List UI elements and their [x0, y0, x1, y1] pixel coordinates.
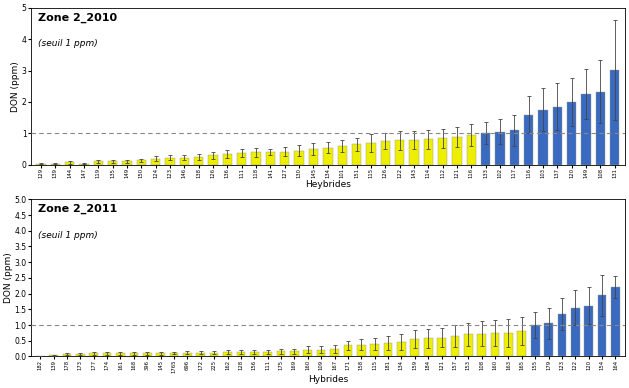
Bar: [266, 152, 275, 165]
Bar: [491, 333, 499, 357]
Bar: [370, 344, 379, 357]
Bar: [524, 114, 533, 165]
Bar: [611, 287, 620, 357]
Bar: [538, 110, 548, 165]
Bar: [194, 157, 203, 165]
Text: Zone 2_2010: Zone 2_2010: [38, 12, 117, 23]
Bar: [280, 152, 289, 165]
Bar: [116, 353, 125, 357]
Bar: [170, 353, 179, 357]
Bar: [65, 162, 74, 165]
Bar: [423, 139, 433, 165]
Bar: [136, 160, 146, 165]
Bar: [250, 352, 259, 357]
Bar: [558, 314, 566, 357]
Bar: [366, 143, 376, 165]
Bar: [208, 156, 218, 165]
Bar: [277, 352, 286, 357]
Bar: [610, 70, 620, 165]
Bar: [330, 349, 339, 357]
Bar: [518, 331, 526, 357]
Bar: [63, 354, 71, 357]
Bar: [357, 345, 365, 357]
Bar: [252, 152, 261, 165]
Bar: [464, 334, 472, 357]
Bar: [94, 161, 103, 165]
Bar: [79, 164, 89, 165]
Text: (seuil 1 ppm): (seuil 1 ppm): [38, 231, 97, 240]
Bar: [467, 135, 476, 165]
Bar: [395, 140, 404, 165]
Bar: [294, 151, 304, 165]
Bar: [567, 102, 576, 165]
Bar: [49, 355, 58, 357]
Bar: [223, 154, 232, 165]
Bar: [531, 325, 540, 357]
Bar: [477, 334, 486, 357]
Bar: [76, 353, 85, 357]
Bar: [50, 164, 60, 165]
Bar: [237, 153, 247, 165]
Bar: [237, 352, 245, 357]
Bar: [338, 146, 347, 165]
Bar: [309, 149, 318, 165]
Bar: [352, 144, 361, 165]
Bar: [317, 350, 325, 357]
Bar: [397, 342, 406, 357]
Bar: [165, 158, 175, 165]
Bar: [323, 147, 333, 165]
Y-axis label: DON (ppm): DON (ppm): [11, 61, 20, 112]
Bar: [544, 324, 553, 357]
Bar: [210, 353, 218, 357]
Bar: [108, 161, 117, 165]
Bar: [481, 133, 491, 165]
Bar: [36, 356, 45, 357]
Bar: [450, 336, 459, 357]
Bar: [424, 338, 433, 357]
X-axis label: Hybrides: Hybrides: [308, 375, 348, 384]
Bar: [571, 308, 580, 357]
Bar: [598, 295, 606, 357]
Bar: [143, 353, 152, 357]
Bar: [409, 140, 418, 165]
Bar: [180, 158, 189, 165]
Bar: [343, 345, 352, 357]
Bar: [381, 141, 390, 165]
Text: (seuil 1 ppm): (seuil 1 ppm): [38, 39, 97, 48]
Bar: [196, 353, 205, 357]
Bar: [438, 138, 447, 165]
Bar: [103, 353, 111, 357]
Bar: [596, 92, 605, 165]
Bar: [130, 353, 138, 357]
Bar: [183, 353, 192, 357]
Bar: [122, 161, 131, 165]
Bar: [303, 350, 312, 357]
Bar: [437, 338, 446, 357]
Bar: [89, 353, 98, 357]
Bar: [156, 353, 165, 357]
Bar: [509, 130, 519, 165]
Bar: [584, 305, 593, 357]
Bar: [151, 159, 160, 165]
Bar: [264, 352, 272, 357]
X-axis label: Heybrides: Heybrides: [305, 180, 351, 189]
Bar: [496, 132, 504, 165]
Bar: [452, 137, 462, 165]
Bar: [411, 339, 419, 357]
Bar: [553, 107, 562, 165]
Bar: [36, 164, 45, 165]
Text: Zone 2_2011: Zone 2_2011: [38, 204, 117, 214]
Bar: [290, 352, 299, 357]
Bar: [384, 343, 392, 357]
Bar: [581, 94, 591, 165]
Bar: [504, 333, 513, 357]
Y-axis label: DON (ppm): DON (ppm): [4, 253, 13, 303]
Bar: [223, 352, 232, 357]
